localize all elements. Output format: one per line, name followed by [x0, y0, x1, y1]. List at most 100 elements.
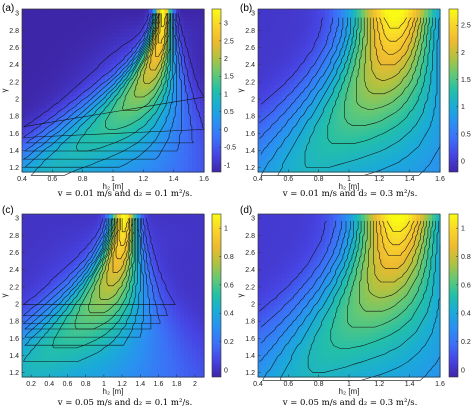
- heatmap-cell: [57, 281, 63, 287]
- heatmap-cell: [329, 80, 334, 86]
- heatmap-cell: [396, 52, 402, 58]
- heatmap-cell: [277, 140, 283, 145]
- heatmap-cell: [368, 164, 374, 169]
- heatmap-cell: [258, 140, 263, 145]
- heatmap-cell: [345, 9, 350, 14]
- heatmap-cell: [400, 140, 405, 145]
- heatmap-cell: [301, 148, 307, 153]
- heatmap-cell: [77, 20, 82, 26]
- heatmap-cell: [89, 217, 94, 223]
- heatmap-cell: [337, 156, 342, 161]
- heatmap-cell: [45, 229, 51, 235]
- heatmap-cell: [380, 9, 386, 14]
- heatmap-cell: [73, 52, 78, 58]
- heatmap-cell: [61, 373, 67, 378]
- heatmap-cell: [321, 164, 326, 169]
- heatmap-cell: [192, 156, 197, 161]
- heatmap-cell: [97, 132, 102, 137]
- heatmap-cell: [364, 76, 370, 82]
- heatmap-cell: [436, 140, 441, 145]
- heatmap-cell: [400, 116, 405, 121]
- heatmap-cell: [53, 140, 59, 145]
- heatmap-cell: [297, 144, 303, 149]
- heatmap-cell: [37, 116, 43, 121]
- heatmap-cell: [29, 214, 35, 219]
- heatmap-cell: [301, 76, 307, 82]
- heatmap-cell: [69, 285, 75, 291]
- heatmap-cell: [101, 345, 106, 350]
- heatmap-cell: [269, 168, 275, 173]
- heatmap-cell: [25, 337, 31, 342]
- heatmap-cell: [333, 44, 338, 50]
- heatmap-cell: [341, 36, 346, 42]
- heatmap-cell: [41, 76, 47, 82]
- heatmap-cell: [41, 217, 47, 223]
- heatmap-cell: [49, 253, 55, 259]
- heatmap-cell: [140, 164, 146, 169]
- heatmap-cell: [65, 249, 71, 255]
- heatmap-cell: [89, 124, 94, 129]
- heatmap-cell: [372, 76, 378, 82]
- heatmap-cell: [376, 32, 382, 38]
- heatmap-cell: [53, 40, 59, 46]
- heatmap-cell: [164, 156, 169, 161]
- heatmap-cell: [364, 44, 370, 50]
- heatmap-cell: [61, 92, 67, 98]
- heatmap-cell: [317, 140, 322, 145]
- heatmap-cell: [73, 80, 78, 86]
- heatmap-cell: [258, 160, 263, 165]
- heatmap-cell: [168, 9, 173, 14]
- heatmap-cell: [196, 96, 201, 102]
- heatmap-cell: [180, 164, 185, 169]
- heatmap-cell: [372, 88, 378, 94]
- heatmap-cell: [113, 229, 118, 235]
- heatmap-cell: [69, 277, 75, 283]
- heatmap-cell: [404, 140, 409, 145]
- heatmap-cell: [285, 9, 291, 14]
- heatmap-cell: [148, 144, 154, 149]
- heatmap-cell: [148, 120, 154, 125]
- heatmap-cell: [152, 148, 158, 153]
- heatmap-cell: [81, 36, 86, 42]
- heatmap-cell: [356, 160, 362, 165]
- heatmap-cell: [61, 269, 67, 275]
- heatmap-cell: [45, 333, 51, 338]
- heatmap-cell: [33, 229, 39, 235]
- heatmap-cell: [113, 48, 118, 54]
- heatmap-cell: [57, 225, 63, 231]
- colorbar: [211, 8, 222, 173]
- heatmap-cell: [45, 104, 51, 109]
- heatmap-cell: [152, 9, 158, 14]
- heatmap-cell: [132, 96, 138, 102]
- heatmap-cell: [29, 100, 35, 106]
- heatmap-cell: [329, 56, 334, 62]
- heatmap-cell: [101, 36, 106, 42]
- heatmap-cell: [176, 116, 181, 121]
- heatmap-cell: [77, 160, 82, 165]
- heatmap-cell: [33, 116, 39, 121]
- heatmap-cell: [61, 24, 67, 30]
- heatmap-cell: [57, 152, 63, 157]
- heatmap-cell: [120, 96, 126, 102]
- heatmap-cell: [416, 112, 421, 117]
- heatmap-cell: [101, 164, 106, 169]
- heatmap-cell: [128, 124, 134, 129]
- heatmap-cell: [105, 273, 110, 279]
- heatmap-cell: [289, 76, 295, 82]
- heatmap-cell: [73, 9, 78, 14]
- heatmap-cell: [156, 124, 162, 129]
- heatmap-cell: [29, 16, 35, 22]
- heatmap-cell: [305, 116, 311, 121]
- heatmap-cell: [120, 365, 126, 370]
- heatmap-cell: [109, 353, 114, 358]
- heatmap-cell: [356, 64, 362, 70]
- heatmap-cell: [289, 80, 295, 86]
- heatmap-cell: [176, 160, 181, 165]
- heatmap-cell: [432, 64, 437, 70]
- heatmap-cell: [285, 76, 291, 82]
- heatmap-cell: [49, 345, 55, 350]
- heatmap-cell: [412, 156, 417, 161]
- heatmap-cell: [109, 56, 114, 62]
- heatmap-cell: [109, 120, 114, 125]
- heatmap-cell: [172, 56, 177, 62]
